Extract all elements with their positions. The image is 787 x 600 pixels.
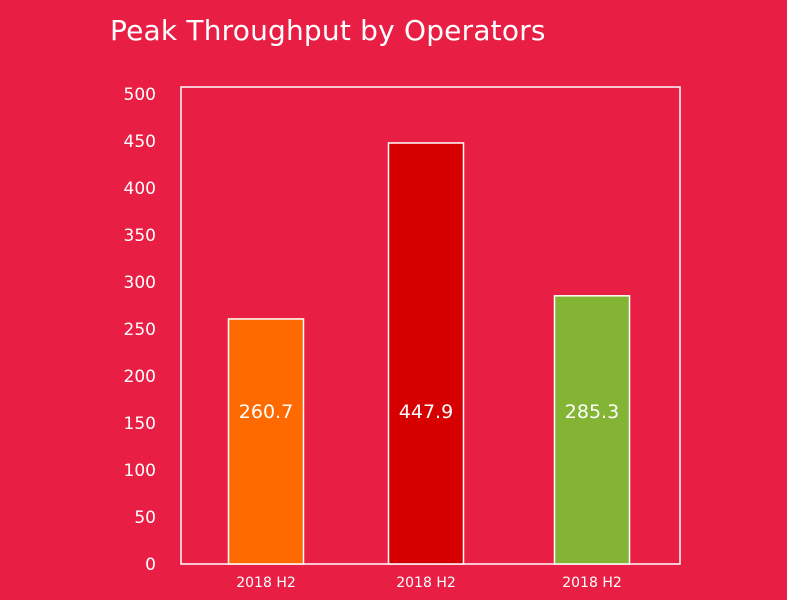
x-category-label: 2018 H2 xyxy=(396,575,456,591)
chart-title: Peak Throughput by Operators xyxy=(110,14,546,47)
y-tick-label: 350 xyxy=(124,226,156,246)
y-tick-label: 250 xyxy=(124,320,156,340)
data-labels: 260.7 447.9 285.3 xyxy=(239,401,619,423)
bars xyxy=(227,142,631,565)
y-tick-label: 450 xyxy=(124,132,156,152)
y-tick-label: 100 xyxy=(124,461,156,481)
bar-value-label: 447.9 xyxy=(399,401,453,423)
y-tick-label: 500 xyxy=(124,85,156,105)
x-category-label: 2018 H2 xyxy=(562,575,622,591)
x-axis-categories: 2018 H2 2018 H2 2018 H2 xyxy=(236,575,622,591)
y-tick-label: 0 xyxy=(145,555,156,575)
bar xyxy=(387,142,465,565)
y-tick-label: 200 xyxy=(124,367,156,387)
y-axis-ticks: 0 50 100 150 200 250 300 350 400 450 500 xyxy=(124,85,156,575)
y-tick-label: 300 xyxy=(124,273,156,293)
x-category-label: 2018 H2 xyxy=(236,575,296,591)
bar-value-label: 260.7 xyxy=(239,401,293,423)
bar-value-label: 285.3 xyxy=(565,401,619,423)
y-tick-label: 50 xyxy=(134,508,156,528)
y-tick-label: 400 xyxy=(124,179,156,199)
bar xyxy=(553,295,631,565)
bar xyxy=(227,318,305,565)
y-tick-label: 150 xyxy=(124,414,156,434)
